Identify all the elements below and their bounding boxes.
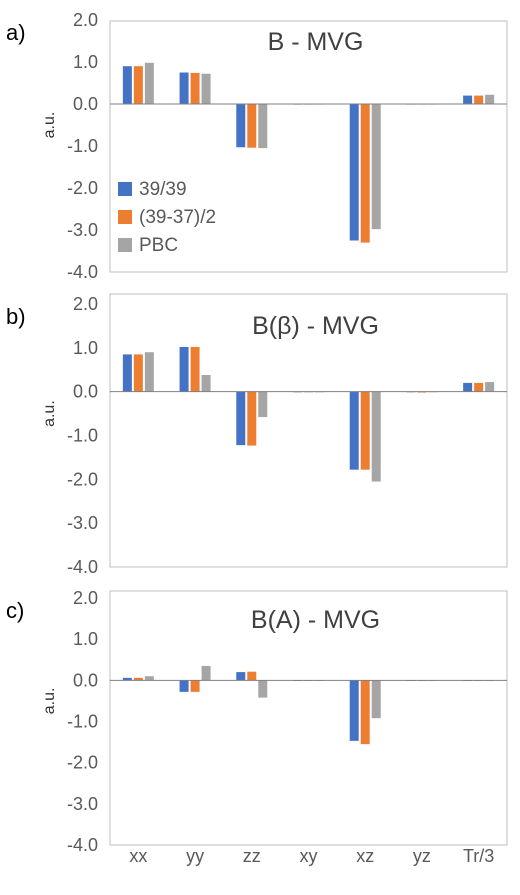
legend-swatch-3	[118, 238, 132, 252]
y-tick-label: 1.0	[73, 629, 98, 649]
plot-border	[109, 590, 508, 846]
bar-zz-series-2	[247, 391, 257, 446]
y-tick-label: 1.0	[73, 52, 98, 72]
legend-swatch-2	[118, 210, 132, 224]
bar-yy-series-2	[190, 680, 200, 692]
chart-title: B(A) - MVG	[251, 606, 380, 634]
y-tick-label: -4.0	[67, 835, 98, 855]
y-tick-label: 0.0	[73, 670, 98, 690]
bar-xx-series-1	[122, 354, 132, 392]
bar-yy-series-2	[190, 72, 200, 104]
x-category-label: yy	[186, 846, 204, 866]
bar-xx-series-3	[144, 352, 154, 392]
y-tick-label: 2.0	[73, 588, 98, 608]
y-tick-label: -3.0	[67, 513, 98, 533]
bar-xx-series-1	[122, 66, 132, 104]
bar-zz-series-3	[258, 391, 268, 418]
y-axis-label: a.u.	[41, 400, 58, 427]
bar-xx-series-3	[144, 62, 154, 104]
bar-zz-series-2	[247, 104, 257, 148]
bar-zz-series-1	[236, 104, 246, 148]
chart-title: B - MVG	[268, 28, 364, 56]
bar-zz-series-2	[247, 671, 257, 681]
bar-Tr3-series-2	[474, 95, 484, 104]
bar-xx-series-1	[122, 677, 132, 681]
y-tick-label: -1.0	[67, 712, 98, 732]
bar-xz-series-2	[360, 391, 370, 470]
x-category-label: xz	[356, 846, 374, 866]
y-tick-label: -4.0	[67, 262, 98, 282]
y-tick-label: -2.0	[67, 753, 98, 773]
panel-label: c)	[6, 598, 24, 623]
x-category-label: Tr/3	[463, 846, 494, 866]
y-tick-label: 1.0	[73, 338, 98, 358]
bar-yy-series-3	[201, 665, 211, 681]
bar-Tr3-series-3	[485, 94, 495, 104]
y-tick-label: 2.0	[73, 294, 98, 314]
y-tick-label: -1.0	[67, 426, 98, 446]
y-tick-label: -2.0	[67, 469, 98, 489]
x-category-label: yz	[413, 846, 431, 866]
y-tick-label: 2.0	[73, 10, 98, 30]
bar-zz-series-1	[236, 391, 246, 446]
bar-zz-series-3	[258, 104, 268, 149]
bar-Tr3-series-1	[463, 95, 473, 104]
legend-swatch-1	[118, 182, 132, 196]
y-axis-label: a.u.	[41, 688, 58, 715]
y-tick-label: -2.0	[67, 178, 98, 198]
bar-xz-series-1	[349, 104, 359, 241]
x-category-label: xx	[129, 846, 147, 866]
bar-xz-series-3	[371, 680, 381, 719]
bar-xx-series-2	[133, 677, 143, 681]
bar-xz-series-2	[360, 104, 370, 243]
y-tick-label: 0.0	[73, 94, 98, 114]
y-tick-label: -3.0	[67, 220, 98, 240]
chart-title: B(β) - MVG	[252, 312, 379, 340]
bar-Tr3-series-2	[474, 382, 484, 392]
panel-label: b)	[6, 304, 26, 329]
plot-border	[109, 20, 508, 273]
bar-yy-series-3	[201, 375, 211, 392]
plot-border	[109, 293, 508, 568]
legend-label: 39/39	[139, 179, 187, 200]
bar-xz-series-3	[371, 391, 381, 482]
bar-xz-series-3	[371, 104, 381, 230]
y-tick-label: -1.0	[67, 136, 98, 156]
bar-yy-series-1	[179, 346, 189, 392]
bar-Tr3-series-1	[463, 382, 473, 392]
y-tick-label: -3.0	[67, 794, 98, 814]
bar-yy-series-2	[190, 346, 200, 392]
bar-zz-series-3	[258, 680, 268, 698]
bar-xz-series-1	[349, 391, 359, 470]
x-category-label: xy	[300, 846, 318, 866]
bar-yy-series-3	[201, 73, 211, 104]
x-category-label: zz	[243, 846, 261, 866]
panel-label: a)	[6, 20, 26, 45]
bar-xx-series-3	[144, 676, 154, 681]
bar-yy-series-1	[179, 680, 189, 692]
y-axis-label: a.u.	[41, 112, 58, 139]
legend-label: PBC	[139, 235, 178, 256]
legend-label: (39-37)/2	[139, 207, 216, 228]
bar-zz-series-1	[236, 672, 246, 681]
y-tick-label: -4.0	[67, 557, 98, 577]
bar-xx-series-2	[133, 354, 143, 392]
bar-xz-series-1	[349, 680, 359, 741]
bar-yy-series-1	[179, 72, 189, 104]
y-tick-label: 0.0	[73, 382, 98, 402]
bar-Tr3-series-3	[485, 382, 495, 392]
bar-xz-series-2	[360, 680, 370, 745]
bar-xx-series-2	[133, 66, 143, 104]
